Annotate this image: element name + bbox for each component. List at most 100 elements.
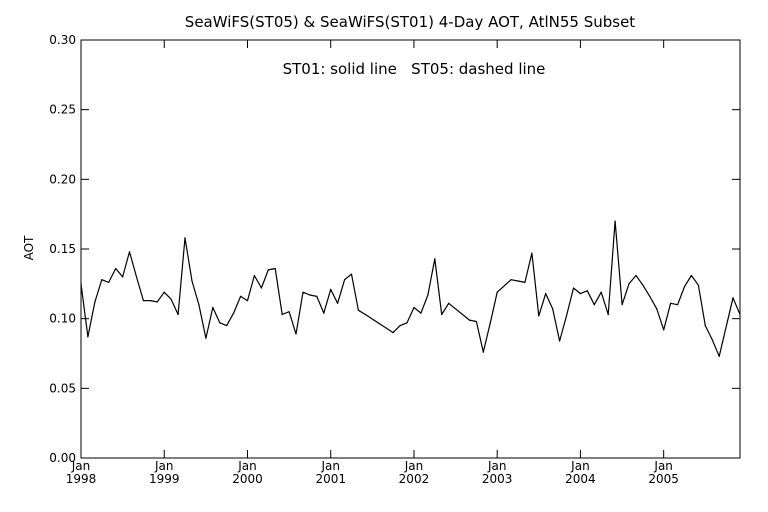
data-point [191,280,193,282]
data-point [219,322,221,324]
y-tick-label: 0.00 [49,451,76,465]
x-tick-month-label: Jan [154,459,174,473]
data-point [128,251,131,253]
data-point [344,279,346,281]
data-point [718,355,720,357]
x-tick-year-label: 1998 [66,472,97,486]
data-point [697,284,700,286]
x-tick-year-label: 2005 [648,472,679,486]
data-point [357,309,359,311]
data-point [122,276,124,278]
data-point [517,280,519,282]
y-tick-label: 0.10 [49,312,76,326]
data-point [350,273,353,275]
data-point [475,320,477,323]
chart-annotation: ST01: solid line ST05: dashed line [283,60,546,78]
data-point [482,351,484,353]
data-point [441,313,443,316]
data-point [94,301,96,303]
data-point [642,284,644,286]
data-point [704,325,706,327]
data-point [406,322,408,324]
data-point [288,311,290,313]
x-tick-month-label: Jan [487,459,507,473]
data-point [656,308,658,310]
data-point [489,322,491,324]
x-tick-month-label: Jan [570,459,590,473]
plot-frame [80,39,741,459]
data-point [212,306,214,309]
data-point [233,312,235,314]
data-point [448,302,450,304]
x-axis: Jan1998Jan1999Jan2000Jan2001Jan2002Jan20… [66,40,679,486]
x-tick-year-label: 1999 [149,472,180,486]
x-tick-month-label: Jan [653,459,673,473]
data-point [323,312,325,314]
x-tick-year-label: 2001 [315,472,346,486]
data-point [240,295,242,297]
data-point [683,286,686,288]
y-tick-label: 0.05 [49,381,76,395]
data-point [586,290,588,292]
data-point [531,252,533,254]
data-point [156,301,158,303]
data-point [253,274,255,277]
data-point [677,304,679,306]
data-point [295,333,297,335]
x-tick-month-label: Jan [404,459,424,473]
data-point [524,281,526,283]
data-point [135,276,138,278]
data-point [593,304,595,306]
data-point [226,325,228,327]
data-point [309,294,311,296]
data-point [711,339,713,341]
data-point [115,267,117,270]
series-layer [80,220,741,357]
data-point [302,291,304,293]
x-tick-year-label: 2000 [232,472,263,486]
x-tick-month-label: Jan [320,459,340,473]
series-line-st01 [80,220,741,357]
chart-title: SeaWiFS(ST05) & SeaWiFS(ST01) 4-Day AOT,… [185,13,636,31]
data-point [621,304,623,306]
data-point [198,304,200,306]
data-point [246,300,249,302]
data-point [274,267,276,270]
data-point [420,312,422,314]
data-point [434,258,436,260]
data-point [267,269,269,271]
data-point [149,300,151,302]
data-point [170,298,172,300]
data-point [732,297,734,299]
data-point [663,329,665,331]
x-tick-month-label: Jan [71,459,91,473]
data-point [427,294,429,296]
data-point [739,313,741,316]
data-point [260,287,262,289]
data-point [545,293,547,295]
y-axis: 0.00 0.05 0.10 0.15 0.20 0.25 0.30 [49,33,740,465]
data-point [87,336,89,338]
data-point [205,337,207,339]
data-point [628,283,630,285]
y-tick-label: 0.20 [49,172,76,186]
data-point [690,274,693,277]
data-point [413,306,415,309]
data-point [565,315,568,317]
data-point [163,291,165,293]
data-point [614,220,616,222]
data-point [177,313,179,316]
data-point [364,313,366,316]
data-point [496,291,498,293]
data-point [579,293,582,295]
data-point [468,319,471,321]
data-point [101,279,103,281]
data-point [649,295,651,297]
data-point [108,281,110,283]
data-point [538,315,540,317]
data-point [281,313,283,316]
data-point [559,340,561,342]
data-point [399,325,401,327]
y-tick-label: 0.25 [49,103,76,117]
